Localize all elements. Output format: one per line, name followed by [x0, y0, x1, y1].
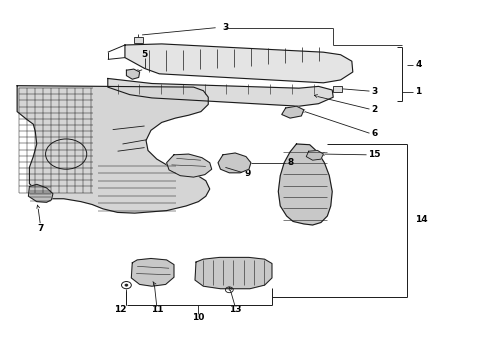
- Text: 13: 13: [229, 305, 242, 314]
- Bar: [333, 86, 342, 92]
- Text: 2: 2: [371, 105, 378, 114]
- Text: 5: 5: [142, 50, 147, 59]
- Text: 14: 14: [416, 215, 428, 224]
- Polygon shape: [126, 69, 140, 79]
- Text: 4: 4: [416, 60, 422, 69]
- Polygon shape: [125, 44, 353, 83]
- Text: 9: 9: [244, 169, 250, 178]
- Text: 8: 8: [287, 158, 294, 167]
- Text: 6: 6: [371, 129, 378, 138]
- Text: 11: 11: [150, 305, 163, 314]
- Polygon shape: [306, 150, 323, 160]
- Text: 12: 12: [114, 305, 126, 314]
- Text: 15: 15: [368, 150, 381, 159]
- Polygon shape: [218, 153, 251, 173]
- Polygon shape: [17, 86, 210, 213]
- Polygon shape: [108, 78, 333, 106]
- Polygon shape: [28, 184, 53, 202]
- Text: 7: 7: [37, 224, 44, 233]
- Text: 3: 3: [222, 22, 228, 31]
- Text: 10: 10: [192, 313, 205, 322]
- Text: 1: 1: [416, 87, 422, 96]
- Polygon shape: [282, 106, 304, 118]
- Bar: [134, 37, 143, 43]
- Polygon shape: [131, 258, 174, 286]
- Text: 3: 3: [371, 87, 378, 96]
- Polygon shape: [195, 257, 272, 289]
- Polygon shape: [167, 154, 212, 177]
- Circle shape: [125, 284, 128, 286]
- Polygon shape: [278, 144, 332, 225]
